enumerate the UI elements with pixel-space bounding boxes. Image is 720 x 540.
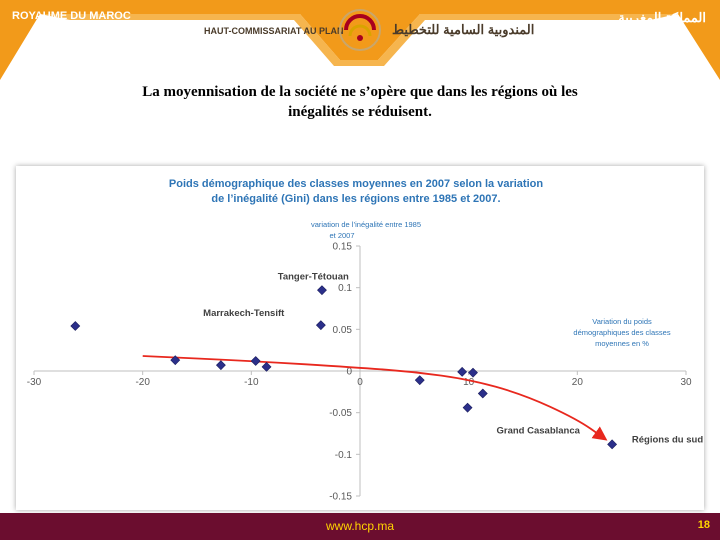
slide-title-line1: La moyennisation de la société ne s’opèr…	[142, 84, 578, 100]
hcp-logo-icon	[339, 9, 381, 51]
x-tick-label: 0	[357, 377, 363, 388]
x-tick-label: 20	[572, 377, 584, 388]
kingdom-label-ar: المملكة المغربية	[618, 10, 706, 25]
x-axis-label-line3: moyennes en %	[595, 339, 649, 348]
y-tick-label: 0.15	[333, 242, 353, 253]
data-point	[468, 367, 478, 378]
point-annotation: Marrakech-Tensift	[203, 308, 285, 319]
data-point	[250, 356, 261, 366]
chart-title-line1: Poids démographique des classes moyennes…	[169, 178, 543, 190]
x-axis-label-line1: Variation du poids	[592, 317, 652, 326]
footer-bar: www.hcp.ma 18	[0, 513, 720, 540]
data-point	[477, 388, 488, 399]
data-point	[607, 439, 618, 450]
page-number: 18	[697, 519, 710, 531]
data-point	[261, 361, 272, 372]
scatter-chart: Poids démographique des classes moyennes…	[27, 178, 704, 503]
x-tick-label: -10	[244, 377, 259, 388]
point-annotation: Tanger-Tétouan	[278, 271, 349, 282]
point-annotation: Grand Casablanca	[497, 426, 581, 437]
data-point	[215, 360, 226, 371]
website-link[interactable]: www.hcp.ma	[325, 519, 395, 533]
y-tick-label: 0.05	[333, 325, 353, 336]
y-axis-label-line1: variation de l’inégalité entre 1985	[311, 220, 421, 229]
data-point	[462, 402, 473, 413]
y-tick-label: 0	[346, 367, 352, 378]
slide-title: La moyennisation de la société ne s’opèr…	[60, 82, 660, 122]
data-point	[457, 366, 468, 377]
y-tick-label: -0.05	[329, 408, 352, 419]
data-point	[315, 320, 326, 331]
y-tick-label: -0.1	[335, 450, 353, 461]
data-point	[317, 285, 327, 296]
hcp-name-fr: HAUT-COMMISSARIAT AU PLAN	[204, 26, 344, 36]
y-axis-label-line2: et 2007	[329, 231, 354, 240]
y-tick-label: 0.1	[338, 283, 352, 294]
x-tick-label: -30	[27, 377, 42, 388]
hcp-name-ar: المندوبية السامية للتخطيط	[392, 22, 535, 37]
chart-panel: Poids démographique des classes moyennes…	[16, 166, 704, 510]
x-tick-label: 10	[463, 377, 475, 388]
data-point	[414, 375, 425, 386]
slide-title-line2: inégalités se réduisent.	[288, 104, 432, 120]
trend-arrow	[142, 355, 608, 441]
data-point	[70, 321, 81, 331]
chart-title-line2: de l’inégalité (Gini) dans les régions e…	[211, 193, 500, 205]
data-point	[170, 355, 181, 366]
x-tick-label: 30	[680, 377, 692, 388]
x-tick-label: -20	[135, 377, 150, 388]
x-axis-label-line2: démographiques des classes	[573, 328, 670, 337]
point-annotation: Régions du sud	[632, 435, 703, 446]
y-tick-label: -0.15	[329, 492, 352, 503]
kingdom-label-fr: ROYAUME DU MAROC	[12, 10, 131, 22]
